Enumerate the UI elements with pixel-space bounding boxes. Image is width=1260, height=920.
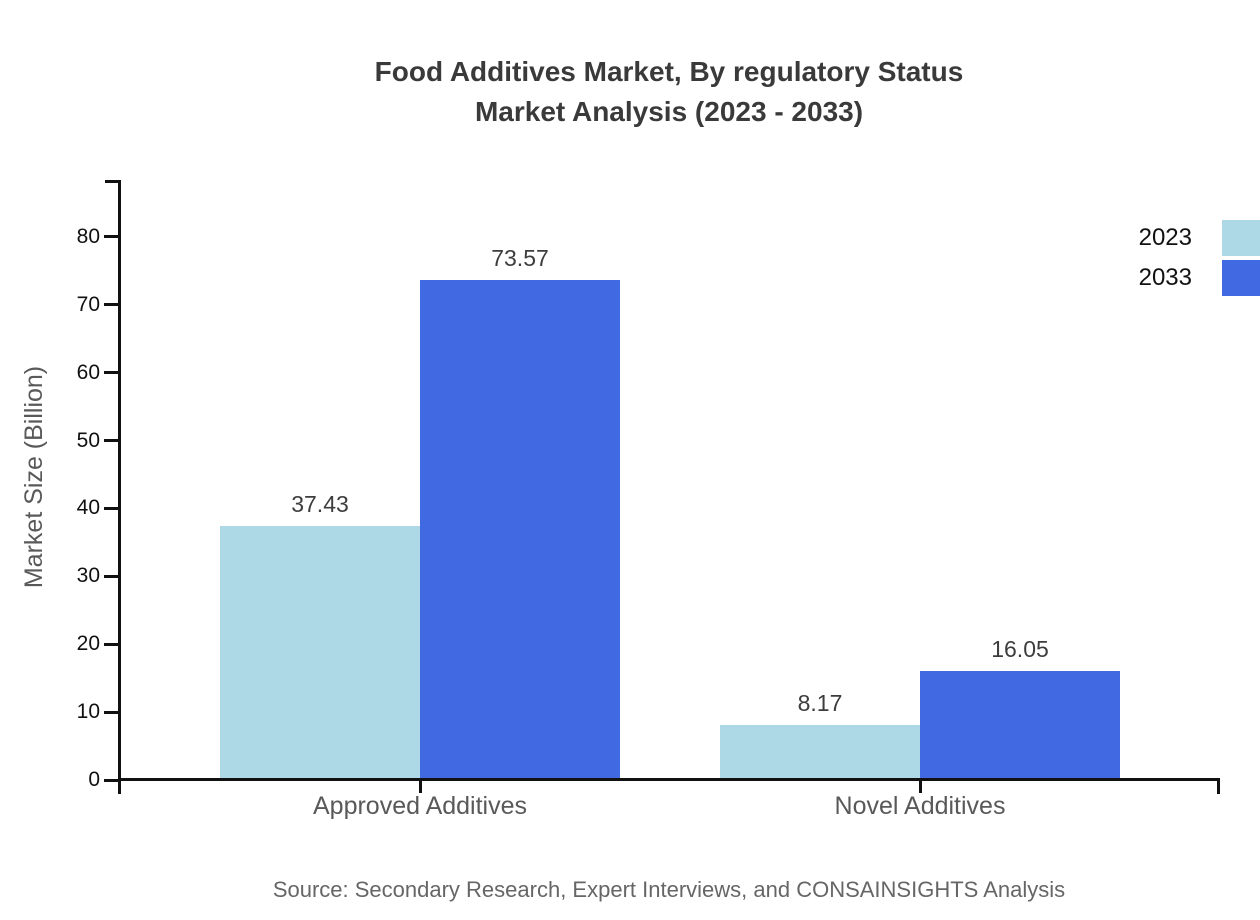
y-tick-mark [104,506,118,510]
legend: 2023 2033 [1139,218,1260,298]
legend-swatch [1222,220,1260,256]
x-tick-mark [418,780,422,793]
y-tick-label: 10 [76,700,100,724]
legend-swatch [1222,260,1260,296]
y-tick-mark [104,371,118,375]
y-tick-mark [104,574,118,578]
y-tick-mark [104,710,118,714]
y-tick-mark [104,439,118,442]
chart-title: Food Additives Market, By regulatory Sta… [118,52,1220,132]
y-tick-label: 30 [76,564,100,588]
y-tick-mark [104,642,118,646]
x-axis-line [118,778,1220,781]
y-tick-label: 40 [76,496,100,520]
y-tick-mark [104,778,118,782]
y-axis-line [118,180,121,794]
y-tick-label: 20 [76,632,100,656]
y-tick-mark [104,235,118,239]
bar-2023-1 [220,525,420,780]
chart-title-line1: Food Additives Market, By regulatory Sta… [374,56,964,87]
bar-value-label: 8.17 [797,689,843,716]
bar-value-label: 73.57 [491,245,549,272]
category-label: Novel Additives [834,792,1006,820]
chart-title-line2: Market Analysis (2023 - 2033) [474,96,864,127]
y-tick-label: 0 [88,768,100,791]
source-note: Source: Secondary Research, Expert Inter… [272,877,1066,902]
y-tick-label: 60 [76,360,100,384]
y-tick-label: 80 [76,224,100,248]
y-tick-label: 70 [76,292,100,316]
y-axis-end-cap [105,180,118,183]
bar-value-label: 16.05 [991,636,1049,663]
y-tick-mark [104,303,118,307]
legend-item: 2023 [1139,218,1260,258]
bar-value-label: 37.43 [291,490,349,517]
legend-item: 2033 [1139,258,1260,298]
bar-2033-2 [920,671,1120,780]
legend-label: 2033 [1138,264,1192,291]
x-axis-end-cap [1217,778,1220,794]
bar-2023-2 [720,724,920,780]
category-label: Approved Additives [312,792,528,820]
y-tick-label: 50 [76,428,100,452]
legend-label: 2023 [1138,224,1192,251]
bar-2033-1 [420,280,620,780]
x-tick-mark [918,780,922,793]
